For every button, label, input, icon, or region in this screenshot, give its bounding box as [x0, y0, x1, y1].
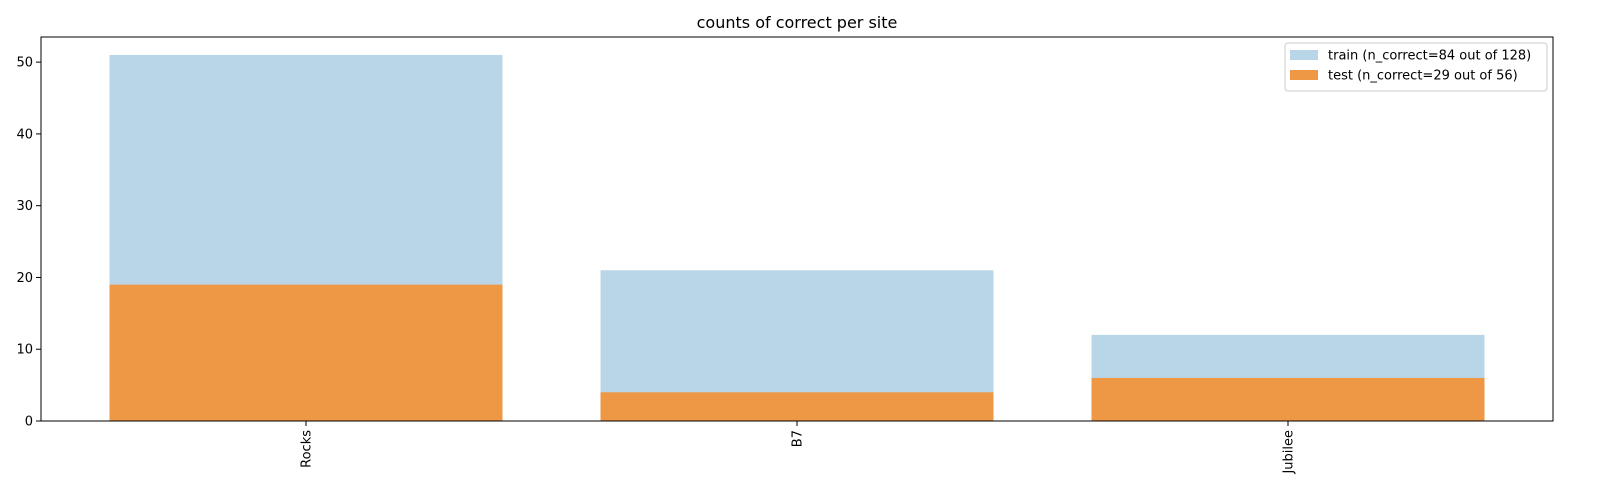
legend-box: [1284, 42, 1548, 92]
y-tick-label: 20: [16, 271, 33, 286]
y-tick-label: 30: [16, 199, 33, 214]
x-tick-label-jubilee: Jubilee: [1282, 430, 1297, 475]
x-axis: Rocks B7 Jubilee: [300, 421, 1297, 475]
x-tick-label-rocks: Rocks: [300, 430, 315, 468]
y-tick-label: 10: [16, 343, 33, 358]
legend-label-test: test (n_correct=29 out of 56): [1328, 69, 1518, 84]
y-tick-label: 50: [16, 56, 33, 71]
y-tick-label: 40: [16, 127, 33, 142]
y-axis: 0 10 20 30 40 50: [16, 56, 41, 430]
y-tick-label: 0: [25, 415, 33, 430]
legend: train (n_correct=84 out of 128) test (n_c…: [1284, 42, 1548, 92]
bars-layer: [109, 54, 1485, 422]
bar-test-b7: [600, 392, 994, 421]
legend-swatch-train: [1290, 50, 1318, 60]
bar-test-jubilee: [1091, 377, 1485, 421]
bar-test-rocks: [109, 284, 503, 421]
x-tick-label-b7: B7: [791, 430, 806, 447]
chart-title: counts of correct per site: [697, 13, 898, 32]
legend-swatch-test: [1290, 70, 1318, 80]
legend-label-train: train (n_correct=84 out of 128): [1328, 49, 1531, 64]
